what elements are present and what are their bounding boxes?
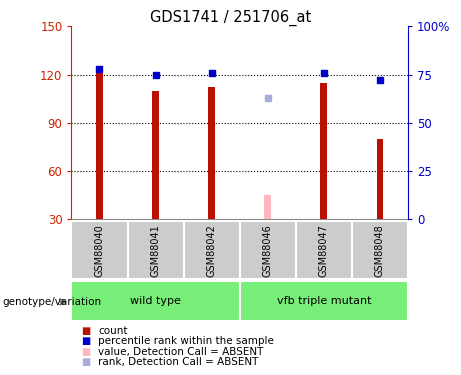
- Bar: [208, 87, 215, 219]
- Bar: [296, 221, 352, 279]
- Text: ■: ■: [81, 326, 90, 336]
- Text: genotype/variation: genotype/variation: [2, 297, 101, 307]
- Bar: [240, 281, 408, 321]
- Bar: [71, 281, 240, 321]
- Bar: [240, 221, 296, 279]
- Text: ■: ■: [81, 336, 90, 346]
- Bar: [352, 221, 408, 279]
- Text: percentile rank within the sample: percentile rank within the sample: [98, 336, 274, 346]
- Text: ■: ■: [81, 347, 90, 357]
- Text: GSM88047: GSM88047: [319, 224, 329, 277]
- Text: vfb triple mutant: vfb triple mutant: [277, 296, 371, 306]
- Text: ■: ■: [81, 357, 90, 367]
- Text: GSM88041: GSM88041: [151, 224, 160, 277]
- Bar: [377, 139, 383, 219]
- Text: GSM88046: GSM88046: [263, 224, 273, 277]
- Bar: [265, 195, 271, 219]
- Bar: [152, 91, 159, 219]
- Text: GDS1741 / 251706_at: GDS1741 / 251706_at: [150, 9, 311, 26]
- Text: wild type: wild type: [130, 296, 181, 306]
- Text: GSM88048: GSM88048: [375, 224, 385, 277]
- Text: rank, Detection Call = ABSENT: rank, Detection Call = ABSENT: [98, 357, 259, 367]
- Bar: [96, 66, 103, 219]
- Text: GSM88042: GSM88042: [207, 224, 217, 277]
- Bar: [183, 221, 240, 279]
- Text: GSM88040: GSM88040: [95, 224, 105, 277]
- Text: value, Detection Call = ABSENT: value, Detection Call = ABSENT: [98, 347, 264, 357]
- Text: count: count: [98, 326, 128, 336]
- Bar: [71, 221, 128, 279]
- Bar: [128, 221, 183, 279]
- Bar: [320, 82, 327, 219]
